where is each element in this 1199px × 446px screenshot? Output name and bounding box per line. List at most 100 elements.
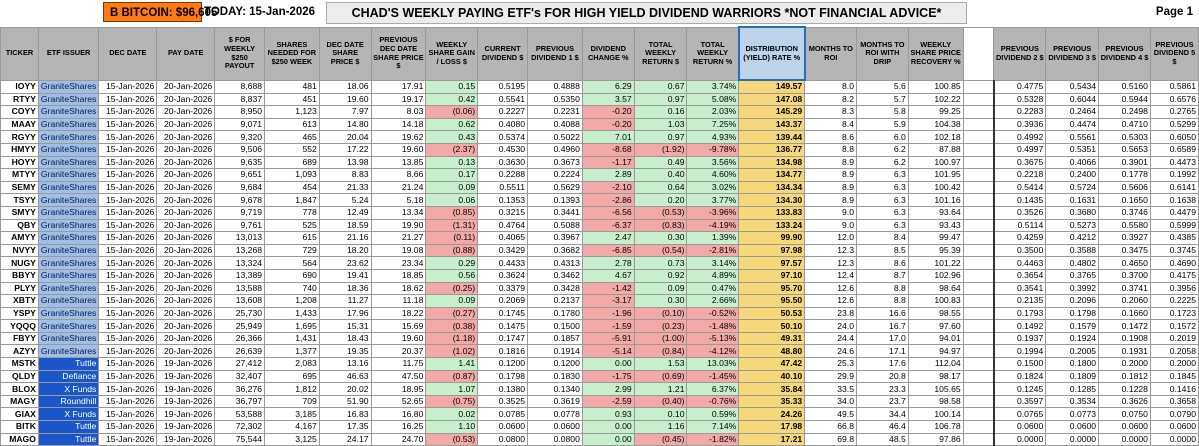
cell-previous-dec-date-share-price[interactable]: 18.62 bbox=[370, 281, 427, 296]
column-header[interactable]: ETF ISSUER bbox=[37, 26, 100, 81]
cell-previous-dividend-5[interactable]: 0.1638 bbox=[1149, 193, 1199, 207]
table-row[interactable]: MAAY GraniteShares 15-Jan-2026 20-Jan-2026 9… bbox=[0, 117, 1199, 132]
cell-previous-dividend-2[interactable]: 0.4997 bbox=[992, 142, 1047, 157]
cell-etf-issuer[interactable]: Tuttle bbox=[37, 357, 100, 371]
cell-dividend-change[interactable]: 3.57 bbox=[581, 92, 635, 107]
cell-previous-dividend-1[interactable]: 0.1200 bbox=[527, 357, 583, 371]
cell-pay-date[interactable]: 20-Jan-2026 bbox=[156, 294, 216, 308]
cell-for-weekly-250-payout[interactable]: 26,639 bbox=[214, 344, 266, 359]
cell-total-weekly-return[interactable]: (0.40) bbox=[633, 394, 688, 409]
cell-weekly-share-gain-loss[interactable]: 0.29 bbox=[425, 256, 479, 270]
cell-previous-dec-date-share-price[interactable]: 47.50 bbox=[370, 369, 427, 384]
cell-weekly-share-gain-loss[interactable]: 1.41 bbox=[425, 357, 479, 371]
cell-total-weekly-return[interactable]: -5.13% bbox=[686, 331, 740, 346]
cell-etf-issuer[interactable]: X Funds bbox=[37, 382, 100, 396]
cell-previous-dividend-1[interactable]: 0.4888 bbox=[527, 79, 583, 94]
cell-pay-date[interactable]: 20-Jan-2026 bbox=[156, 331, 216, 346]
cell-ticker[interactable]: RTYY bbox=[0, 92, 39, 107]
cell-months-to-roi[interactable]: 23.8 bbox=[804, 306, 857, 321]
cell-weekly-share-price-recovery[interactable]: 101.22 bbox=[907, 256, 964, 270]
cell-weekly-share-gain-loss[interactable]: 1.10 bbox=[425, 420, 479, 434]
cell-previous-dividend-5[interactable]: 0.3956 bbox=[1149, 281, 1199, 296]
cell-etf-issuer[interactable]: GraniteShares bbox=[37, 105, 100, 119]
cell-total-weekly-return[interactable]: -1.48% bbox=[686, 319, 740, 333]
cell-months-to-roi[interactable]: 33.5 bbox=[804, 382, 857, 396]
cell-previous-dividend-1[interactable]: 0.3462 bbox=[527, 268, 583, 283]
table-row[interactable]: TSYY GraniteShares 15-Jan-2026 20-Jan-2026 9… bbox=[0, 193, 1199, 207]
cell-etf-issuer[interactable]: GraniteShares bbox=[37, 117, 100, 132]
cell-current-dividend[interactable]: 0.3525 bbox=[477, 394, 529, 409]
cell-dec-date-share-price[interactable]: 14.80 bbox=[318, 117, 372, 132]
cell-ticker[interactable]: MSTK bbox=[0, 357, 39, 371]
cell-dividend-change[interactable]: -8.68 bbox=[581, 142, 635, 157]
cell-total-weekly-return[interactable]: 2.66% bbox=[686, 294, 740, 308]
cell-previous-dec-date-share-price[interactable]: 18.95 bbox=[370, 382, 427, 396]
cell-previous-dividend-2[interactable]: 0.2218 bbox=[992, 168, 1047, 182]
cell-previous-dividend-5[interactable]: 0.5861 bbox=[1149, 79, 1199, 94]
cell-etf-issuer[interactable]: GraniteShares bbox=[37, 92, 100, 107]
cell-months-to-roi[interactable]: 66.8 bbox=[804, 420, 857, 434]
cell-previous-dividend-5[interactable]: 0.3658 bbox=[1149, 394, 1199, 409]
cell-current-dividend[interactable]: 0.5374 bbox=[477, 130, 529, 144]
cell-previous-dividend-5[interactable]: 0.1845 bbox=[1149, 369, 1199, 384]
cell-distribution-yield-rate[interactable]: 134.30 bbox=[738, 193, 806, 207]
cell-distribution-yield-rate[interactable]: 149.57 bbox=[738, 79, 806, 94]
cell-previous-dividend-3[interactable]: 0.4474 bbox=[1045, 117, 1100, 132]
cell-pay-date[interactable]: 20-Jan-2026 bbox=[156, 117, 216, 132]
cell-previous-dividend-5[interactable]: 0.6141 bbox=[1149, 180, 1199, 195]
cell-previous-dividend-4[interactable]: 0.5606 bbox=[1098, 180, 1151, 195]
cell-etf-issuer[interactable]: Tuttle bbox=[37, 432, 100, 446]
cell-months-to-roi[interactable]: 12.6 bbox=[804, 281, 857, 296]
cell-previous-dividend-5[interactable]: 0.2058 bbox=[1149, 344, 1199, 359]
column-header[interactable]: CURRENT DIVIDEND $ bbox=[477, 26, 529, 81]
table-row[interactable]: AMYY GraniteShares 15-Jan-2026 20-Jan-2026 1… bbox=[0, 231, 1199, 245]
cell-previous-dividend-2[interactable]: 0.3675 bbox=[992, 155, 1047, 170]
cell-shares-needed-for-250-week[interactable]: 1,093 bbox=[264, 168, 320, 182]
column-header[interactable]: SHARES NEEDED FOR $250 WEEK bbox=[264, 26, 320, 81]
column-header[interactable]: PREVIOUS DIVIDEND 3 $ bbox=[1045, 26, 1100, 81]
cell-previous-dividend-2[interactable]: 0.1435 bbox=[992, 193, 1047, 207]
cell-pay-date[interactable]: 20-Jan-2026 bbox=[156, 243, 216, 258]
cell-current-dividend[interactable]: 0.1353 bbox=[477, 193, 529, 207]
cell-dec-date[interactable]: 15-Jan-2026 bbox=[98, 180, 158, 195]
cell-months-to-roi[interactable]: 8.9 bbox=[804, 180, 857, 195]
cell-for-weekly-250-payout[interactable]: 53,588 bbox=[214, 407, 266, 422]
cell-previous-dividend-2[interactable]: 0.1824 bbox=[992, 369, 1047, 384]
table-row[interactable]: PLYY GraniteShares 15-Jan-2026 20-Jan-2026 1… bbox=[0, 281, 1199, 296]
cell-total-weekly-return[interactable]: 0.64 bbox=[633, 180, 688, 195]
cell-months-to-roi-with-drip[interactable]: 5.9 bbox=[855, 117, 909, 132]
cell-previous-dividend-4[interactable]: 0.3927 bbox=[1098, 231, 1151, 245]
cell-total-weekly-return[interactable]: 0.97 bbox=[633, 130, 688, 144]
cell-total-weekly-return[interactable]: (0.10) bbox=[633, 306, 688, 321]
cell-previous-dividend-4[interactable]: 0.5944 bbox=[1098, 92, 1151, 107]
cell-previous-dividend-1[interactable]: 0.0800 bbox=[527, 432, 583, 446]
cell-distribution-yield-rate[interactable]: 97.98 bbox=[738, 243, 806, 258]
cell-total-weekly-return[interactable]: 0.97 bbox=[633, 92, 688, 107]
cell-dec-date[interactable]: 15-Jan-2026 bbox=[98, 92, 158, 107]
table-row[interactable]: YQQQ GraniteShares 15-Jan-2026 20-Jan-2026 2… bbox=[0, 319, 1199, 333]
cell-ticker[interactable]: MAAY bbox=[0, 117, 39, 132]
cell-current-dividend[interactable]: 0.3379 bbox=[477, 281, 529, 296]
cell-dec-date-share-price[interactable]: 23.62 bbox=[318, 256, 372, 270]
cell-pay-date[interactable]: 19-Jan-2026 bbox=[156, 369, 216, 384]
cell-ticker[interactable]: RGYY bbox=[0, 130, 39, 144]
cell-previous-dividend-1[interactable]: 0.5629 bbox=[527, 180, 583, 195]
cell-weekly-share-price-recovery[interactable]: 93.64 bbox=[907, 205, 964, 220]
cell-weekly-share-gain-loss[interactable]: 0.42 bbox=[425, 92, 479, 107]
cell-for-weekly-250-payout[interactable]: 36,276 bbox=[214, 382, 266, 396]
cell-dec-date[interactable]: 15-Jan-2026 bbox=[98, 117, 158, 132]
cell-previous-dividend-4[interactable]: 0.1228 bbox=[1098, 382, 1151, 396]
cell-ticker[interactable]: MTYY bbox=[0, 168, 39, 182]
cell-shares-needed-for-250-week[interactable]: 3,185 bbox=[264, 407, 320, 422]
cell-dec-date[interactable]: 15-Jan-2026 bbox=[98, 231, 158, 245]
cell-previous-dividend-2[interactable]: 0.5414 bbox=[992, 180, 1047, 195]
cell-months-to-roi-with-drip[interactable]: 23.7 bbox=[855, 394, 909, 409]
cell-total-weekly-return[interactable]: 1.03 bbox=[633, 117, 688, 132]
cell-weekly-share-gain-loss[interactable]: (0.25) bbox=[425, 281, 479, 296]
cell-previous-dividend-3[interactable]: 0.6044 bbox=[1045, 92, 1100, 107]
cell-distribution-yield-rate[interactable]: 134.34 bbox=[738, 180, 806, 195]
table-row[interactable]: NUGY GraniteShares 15-Jan-2026 20-Jan-2026 1… bbox=[0, 256, 1199, 270]
cell-months-to-roi-with-drip[interactable]: 34.4 bbox=[855, 407, 909, 422]
cell-previous-dividend-3[interactable]: 0.3588 bbox=[1045, 243, 1100, 258]
cell-dec-date-share-price[interactable]: 7.97 bbox=[318, 105, 372, 119]
